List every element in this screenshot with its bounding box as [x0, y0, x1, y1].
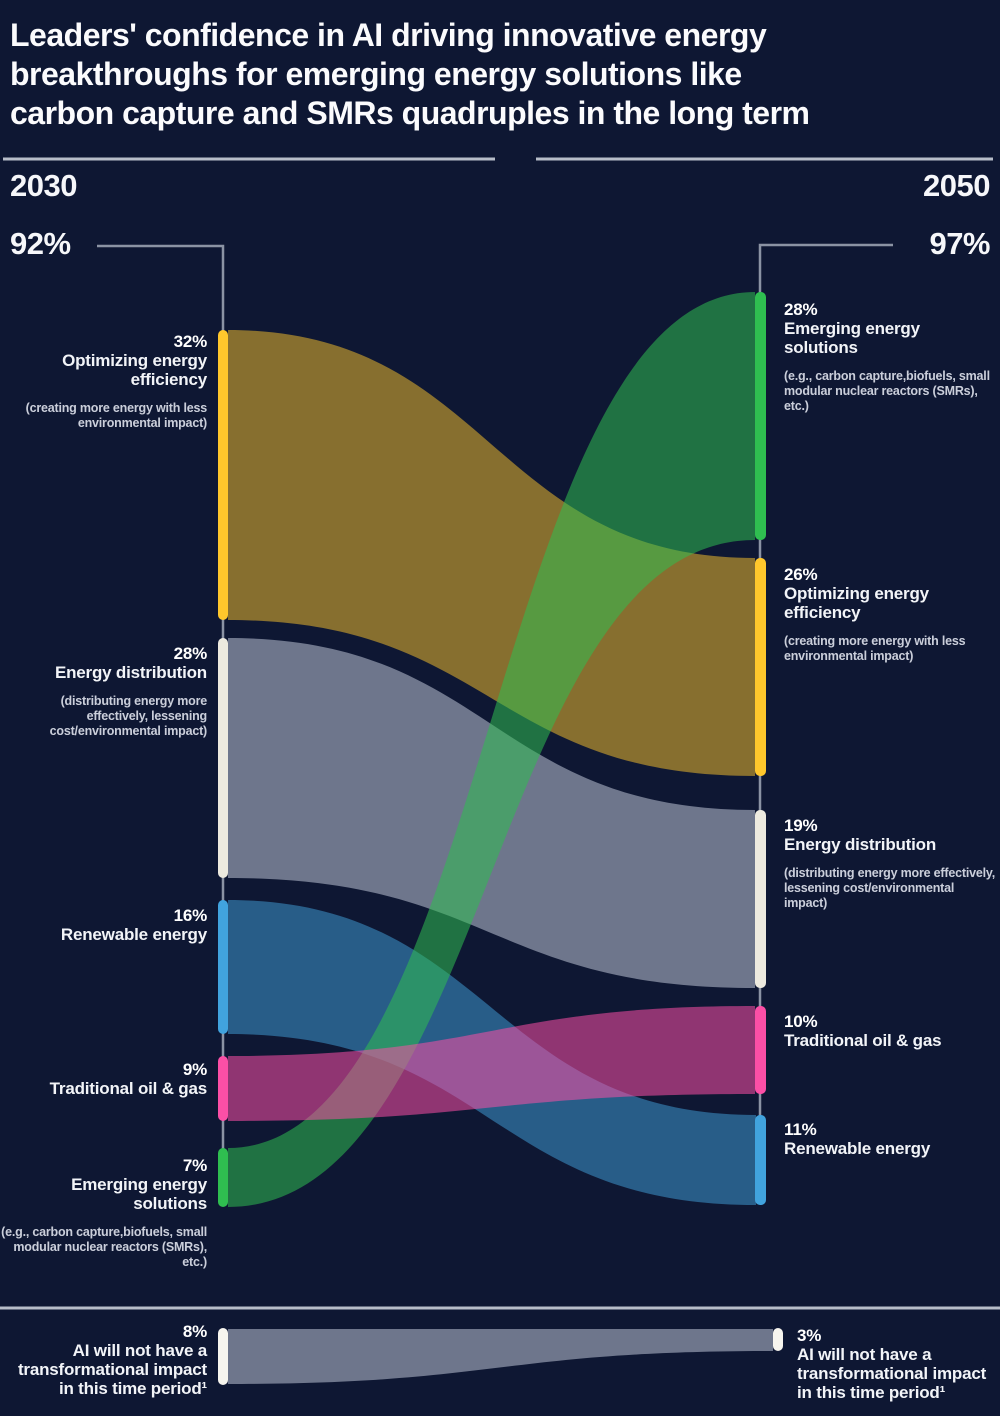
node-note: (e.g., carbon capture,biofuels, small mo…: [784, 369, 990, 413]
label-2030-no-impact: 8% AI will not have a transformational i…: [0, 1322, 207, 1398]
node-name: Renewable energy: [784, 1139, 931, 1158]
node-pct: 19%: [784, 816, 818, 835]
total-2050: 97%: [929, 226, 990, 261]
left-total-connector-line: [97, 244, 225, 1203]
node-name: Emerging energy solutions: [71, 1175, 207, 1213]
node-pct: 9%: [182, 1060, 207, 1079]
node-name: Renewable energy: [60, 925, 207, 944]
node-name: AI will not have a transformational impa…: [17, 1341, 207, 1398]
node-name: Emerging energy solutions: [784, 319, 920, 357]
node-name: Optimizing energy efficiency: [784, 584, 929, 622]
flow-optimizing-energy-efficiency: [228, 330, 755, 776]
flow-traditional-oil-gas: [228, 1006, 755, 1121]
year-label-2050: 2050: [923, 168, 990, 203]
flow-emerging-energy-solutions: [228, 292, 755, 1207]
label-2030-energy-distribution: 28% Energy distribution (distributing en…: [0, 644, 208, 739]
node-2050-renewable-energy: [755, 1115, 766, 1205]
label-2030-traditional-oil-gas: 9% Traditional oil & gas: [0, 1060, 208, 1098]
total-2030: 92%: [10, 226, 71, 261]
node-name: AI will not have a transformational impa…: [797, 1345, 987, 1402]
title-line-2: breakthroughs for emerging energy soluti…: [10, 56, 742, 92]
node-2030-optimizing-energy-efficiency: [218, 330, 228, 620]
node-2030-traditional-oil-gas: [218, 1056, 228, 1121]
label-2050-no-impact: 3% AI will not have a transformational i…: [797, 1326, 997, 1402]
label-2030-optimizing-energy-efficiency: 32% Optimizing energy efficiency (creati…: [0, 332, 208, 431]
label-2030-renewable-energy: 16% Renewable energy: [0, 906, 207, 944]
node-pct: 16%: [173, 906, 208, 925]
node-2050-energy-distribution: [755, 810, 766, 988]
label-2050-traditional-oil-gas: 10% Traditional oil & gas: [784, 1012, 998, 1050]
node-pct: 28%: [784, 300, 818, 319]
node-name: Optimizing energy efficiency: [62, 351, 207, 389]
node-note: (creating more energy with less environm…: [784, 634, 966, 663]
node-pct: 10%: [784, 1012, 818, 1031]
label-2050-renewable-energy: 11% Renewable energy: [784, 1120, 998, 1158]
node-name: Traditional oil & gas: [784, 1031, 942, 1050]
page-title: Leaders' confidence in AI driving innova…: [10, 16, 950, 133]
label-2050-energy-distribution: 19% Energy distribution (distributing en…: [784, 816, 998, 911]
node-pct: 26%: [784, 565, 818, 584]
node-note: (distributing energy more effectively, l…: [49, 694, 208, 738]
flow-no-transformational-impact: [228, 1329, 773, 1384]
label-2050-emerging-energy-solutions: 28% Emerging energy solutions (e.g., car…: [784, 300, 998, 414]
node-name: Energy distribution: [54, 663, 207, 682]
node-2030-energy-distribution: [218, 638, 228, 878]
node-pct: 32%: [173, 332, 208, 351]
label-2030-emerging-energy-solutions: 7% Emerging energy solutions (e.g., carb…: [0, 1156, 207, 1270]
node-note: (distributing energy more effectively, l…: [784, 866, 995, 910]
node-name: Energy distribution: [784, 835, 937, 854]
node-2030-renewable-energy: [218, 900, 228, 1034]
node-note: (e.g., carbon capture,biofuels, small mo…: [1, 1225, 207, 1269]
title-line-1: Leaders' confidence in AI driving innova…: [10, 17, 767, 53]
node-pct: 7%: [182, 1156, 207, 1175]
node-pct: 11%: [784, 1120, 817, 1139]
node-2050-emerging-energy-solutions: [755, 292, 766, 540]
title-line-3: carbon capture and SMRs quadruples in th…: [10, 95, 810, 131]
node-note: (creating more energy with less environm…: [25, 401, 208, 430]
node-2030-no-impact: [218, 1328, 228, 1385]
node-name: Traditional oil & gas: [49, 1079, 208, 1098]
node-pct: 28%: [173, 644, 208, 663]
node-pct: 3%: [797, 1326, 822, 1345]
node-2050-optimizing-energy-efficiency: [755, 558, 766, 776]
year-label-2030: 2030: [10, 168, 77, 203]
node-pct: 8%: [182, 1322, 207, 1341]
node-2050-traditional-oil-gas: [755, 1006, 766, 1094]
node-2050-no-impact: [773, 1328, 783, 1351]
label-2050-optimizing-energy-efficiency: 26% Optimizing energy efficiency (creati…: [784, 565, 998, 664]
node-2030-emerging-energy-solutions: [218, 1148, 228, 1207]
